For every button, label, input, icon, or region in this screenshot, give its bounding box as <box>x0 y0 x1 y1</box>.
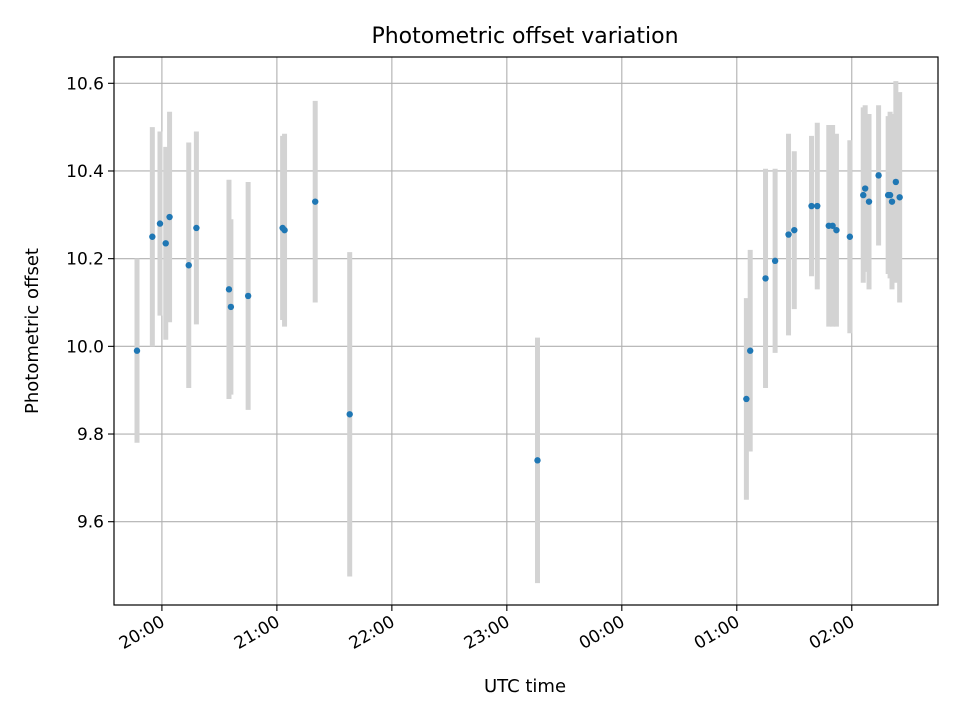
chart-title: Photometric offset variation <box>371 24 678 49</box>
y-tick-label: 9.8 <box>77 425 104 445</box>
data-point <box>534 457 541 464</box>
y-tick-label: 10.0 <box>66 337 104 357</box>
data-point <box>133 347 141 354</box>
data-point <box>896 194 903 201</box>
plot-area <box>114 57 938 605</box>
data-point <box>808 202 815 210</box>
data-points <box>133 172 903 464</box>
data-point <box>771 257 779 265</box>
data-point <box>833 226 840 234</box>
data-point <box>814 202 821 210</box>
data-point <box>829 222 836 229</box>
data-point <box>193 224 200 232</box>
data-point <box>225 286 233 293</box>
data-point <box>861 185 869 192</box>
data-point <box>846 233 854 240</box>
data-point <box>244 292 252 300</box>
data-point <box>156 220 164 227</box>
data-point <box>312 198 319 205</box>
data-point <box>860 191 867 199</box>
data-point <box>185 262 192 269</box>
data-point <box>281 226 288 234</box>
data-point <box>149 233 156 240</box>
data-point <box>888 198 896 205</box>
data-point <box>785 231 792 238</box>
data-point <box>227 303 235 311</box>
data-point <box>875 172 882 179</box>
y-tick-label: 10.2 <box>66 250 104 270</box>
data-point <box>886 191 894 199</box>
plot-frame <box>113 56 939 606</box>
y-axis-label: Photometric offset <box>22 248 43 414</box>
data-point <box>166 213 173 221</box>
data-point <box>346 411 353 418</box>
grid <box>114 57 938 605</box>
data-point <box>791 226 798 234</box>
y-tick-label: 9.6 <box>77 513 104 533</box>
y-tick-label: 10.6 <box>66 74 104 94</box>
data-point <box>162 240 169 247</box>
data-point <box>892 178 900 186</box>
y-axis-ticks: 9.6 9.8 10.0 10.2 10.4 10.6 <box>66 74 114 533</box>
y-tick-label: 10.4 <box>66 162 104 182</box>
data-point <box>747 347 754 354</box>
x-axis-label: UTC time <box>484 676 566 697</box>
data-point <box>865 198 873 205</box>
data-point <box>743 395 750 403</box>
data-point <box>762 275 769 282</box>
